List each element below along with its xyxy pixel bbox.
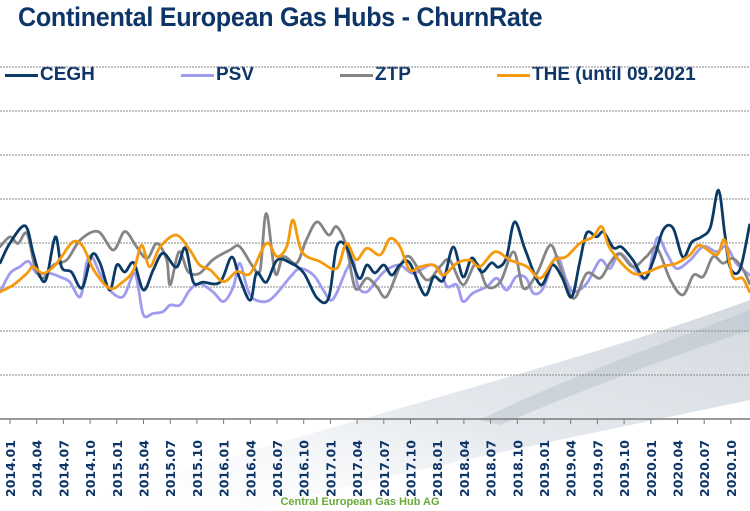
x-tick-label: 2017.10 bbox=[404, 440, 419, 497]
x-tick-label: 2014.04 bbox=[30, 440, 45, 497]
legend-swatch-the bbox=[497, 73, 530, 77]
legend-item-ztp: ZTP bbox=[340, 64, 411, 86]
x-tick-label: 2019.04 bbox=[564, 440, 579, 497]
series-line-the bbox=[0, 218, 750, 294]
x-tick-label: 2017.04 bbox=[350, 440, 365, 497]
x-tick-label: 2014.10 bbox=[83, 440, 98, 497]
x-tick-label: 2015.01 bbox=[110, 440, 125, 497]
footer-company: Central European Gas Hub AG bbox=[280, 496, 440, 508]
x-tick-label: 2016.07 bbox=[270, 440, 285, 497]
x-tick-label: 2014.07 bbox=[56, 440, 71, 497]
x-tick-label: 2020.10 bbox=[724, 440, 739, 497]
x-tick-label: 2018.07 bbox=[484, 440, 499, 497]
x-tick-label: 2019.10 bbox=[617, 440, 632, 497]
legend-label: THE (until 09.2021 bbox=[532, 64, 696, 85]
chart-title: Continental European Gas Hubs - ChurnRat… bbox=[18, 2, 543, 32]
series-line-cegh bbox=[0, 188, 750, 305]
x-tick-label: 2017.07 bbox=[377, 440, 392, 497]
x-tick-label: 2018.10 bbox=[510, 440, 525, 497]
legend-item-cegh: CEGH bbox=[5, 64, 95, 86]
x-tick-label: 2019.01 bbox=[537, 440, 552, 497]
x-tick-label: 2016.10 bbox=[297, 440, 312, 497]
series-line-ztp bbox=[0, 212, 750, 300]
x-tick-label: 2017.01 bbox=[323, 440, 338, 497]
x-tick-label: 2015.10 bbox=[190, 440, 205, 497]
x-tick-label: 2018.01 bbox=[430, 440, 445, 497]
x-tick-label: 2016.04 bbox=[243, 440, 258, 497]
legend-label: PSV bbox=[216, 64, 255, 85]
x-tick-label: 2020.07 bbox=[697, 440, 712, 497]
legend-swatch-cegh bbox=[5, 73, 38, 77]
x-tick-label: 2019.07 bbox=[590, 440, 605, 497]
legend-swatch-psv bbox=[181, 73, 214, 77]
legend-item-the: THE (until 09.2021 bbox=[497, 64, 696, 86]
legend-label: ZTP bbox=[375, 64, 411, 85]
x-tick-label: 2018.04 bbox=[457, 440, 472, 497]
x-tick-label: 2015.04 bbox=[137, 440, 152, 497]
x-tick-label: 2020.01 bbox=[644, 440, 659, 497]
legend-item-psv: PSV bbox=[181, 64, 254, 86]
x-tick-label: 2020.04 bbox=[671, 440, 686, 497]
x-tick-label: 2014.01 bbox=[3, 440, 18, 497]
legend-swatch-ztp bbox=[340, 73, 373, 77]
x-tick-label: 2015.07 bbox=[163, 440, 178, 497]
x-tick-label: 2016.01 bbox=[217, 440, 232, 497]
legend-label: CEGH bbox=[40, 64, 95, 85]
